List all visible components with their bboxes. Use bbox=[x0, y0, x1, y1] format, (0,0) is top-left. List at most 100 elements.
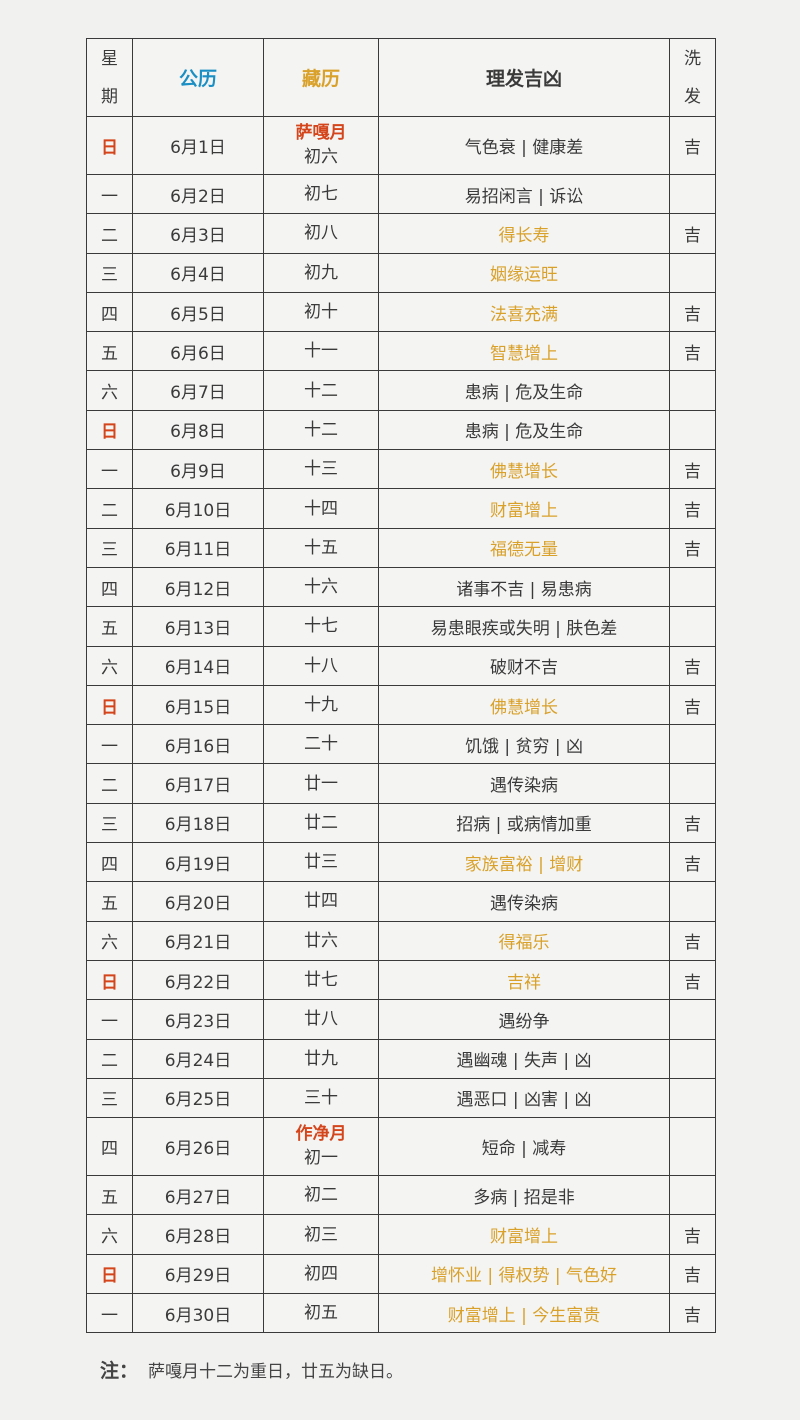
weekday-cell: 三 bbox=[86, 1077, 133, 1119]
date-cell: 6月11日 bbox=[132, 527, 264, 568]
wash-cell bbox=[669, 1038, 716, 1079]
haircut-omen-cell: 招病 | 或病情加重 bbox=[378, 802, 670, 844]
wash-cell: 吉 bbox=[669, 645, 716, 686]
weekday-cell: 一 bbox=[86, 449, 133, 490]
weekday-cell: 二 bbox=[86, 1038, 133, 1079]
wash-cell: 吉 bbox=[669, 449, 716, 490]
weekday-cell: 四 bbox=[86, 842, 133, 883]
weekday-cell: 二 bbox=[86, 488, 133, 529]
tibetan-date-cell: 三十 bbox=[263, 1077, 379, 1119]
date-cell: 6月6日 bbox=[132, 331, 264, 372]
weekday-cell: 六 bbox=[86, 645, 133, 686]
tibetan-day: 初九 bbox=[304, 262, 338, 283]
wash-cell: 吉 bbox=[669, 959, 716, 1001]
date-cell: 6月25日 bbox=[132, 1077, 264, 1119]
haircut-omen-cell: 破财不吉 bbox=[378, 645, 670, 686]
tibetan-day: 初七 bbox=[304, 184, 338, 205]
tibetan-day: 初六 bbox=[304, 146, 338, 167]
table-row: 一 6月23日 廿八 遇纷争 bbox=[86, 999, 716, 1040]
date-cell: 6月30日 bbox=[132, 1293, 264, 1334]
haircut-omen-cell: 患病 | 危及生命 bbox=[378, 409, 670, 451]
tibetan-date-cell: 初三 bbox=[263, 1214, 379, 1255]
header-haircut: 理发吉凶 bbox=[378, 38, 670, 117]
tibetan-day: 廿九 bbox=[304, 1048, 338, 1069]
haircut-calendar-table: 星期 公历 藏历 理发吉凶 洗发 日 6月1日 萨嘎月 初六 气色衰 | 健康差吉一 6月… bbox=[86, 38, 716, 1334]
haircut-omen-cell: 遇传染病 bbox=[378, 763, 670, 804]
wash-cell: 吉 bbox=[669, 684, 716, 726]
table-row: 四 6月19日 廿三 家族富裕 | 增财吉 bbox=[86, 842, 716, 883]
table-row: 五 6月6日 十一 智慧增上吉 bbox=[86, 331, 716, 372]
wash-cell: 吉 bbox=[669, 920, 716, 961]
wash-cell: 吉 bbox=[669, 1253, 716, 1295]
weekday-cell: 日 bbox=[86, 116, 133, 175]
tibetan-date-cell: 初四 bbox=[263, 1253, 379, 1295]
tibetan-day: 十八 bbox=[304, 655, 338, 676]
table-row: 五 6月27日 初二 多病 | 招是非 bbox=[86, 1175, 716, 1216]
wash-cell: 吉 bbox=[669, 842, 716, 883]
weekday-cell: 一 bbox=[86, 999, 133, 1040]
date-cell: 6月23日 bbox=[132, 999, 264, 1040]
haircut-omen-cell: 吉祥 bbox=[378, 959, 670, 1001]
date-cell: 6月21日 bbox=[132, 920, 264, 961]
tibetan-date-cell: 廿一 bbox=[263, 763, 379, 804]
date-cell: 6月27日 bbox=[132, 1175, 264, 1216]
haircut-omen-cell: 诸事不吉 | 易患病 bbox=[378, 566, 670, 608]
haircut-omen-cell: 遇纷争 bbox=[378, 999, 670, 1040]
tibetan-date-cell: 十二 bbox=[263, 409, 379, 451]
wash-cell: 吉 bbox=[669, 1214, 716, 1255]
wash-cell: 吉 bbox=[669, 527, 716, 568]
wash-cell: 吉 bbox=[669, 1293, 716, 1334]
wash-cell bbox=[669, 173, 716, 215]
wash-cell bbox=[669, 763, 716, 804]
tibetan-date-cell: 十七 bbox=[263, 606, 379, 647]
tibetan-date-cell: 廿七 bbox=[263, 959, 379, 1001]
wash-cell bbox=[669, 566, 716, 608]
weekday-cell: 六 bbox=[86, 920, 133, 961]
tibetan-day: 十二 bbox=[304, 419, 338, 440]
wash-cell bbox=[669, 881, 716, 922]
wash-cell: 吉 bbox=[669, 291, 716, 333]
wash-cell: 吉 bbox=[669, 488, 716, 529]
tibetan-day: 初五 bbox=[304, 1303, 338, 1324]
header-tibetan: 藏历 bbox=[263, 38, 379, 117]
table-row: 日 6月29日 初四 增怀业 | 得权势 | 气色好吉 bbox=[86, 1253, 716, 1295]
date-cell: 6月10日 bbox=[132, 488, 264, 529]
wash-cell bbox=[669, 724, 716, 765]
tibetan-month-label: 作净月 bbox=[295, 1123, 347, 1144]
table-row: 二 6月10日 十四 财富增上吉 bbox=[86, 488, 716, 529]
weekday-cell: 五 bbox=[86, 606, 133, 647]
weekday-cell: 日 bbox=[86, 1253, 133, 1295]
table-row: 六 6月14日 十八 破财不吉吉 bbox=[86, 645, 716, 686]
weekday-cell: 五 bbox=[86, 1175, 133, 1216]
weekday-cell: 六 bbox=[86, 370, 133, 411]
date-cell: 6月17日 bbox=[132, 763, 264, 804]
footnote-label: 注： bbox=[100, 1360, 139, 1382]
table-row: 五 6月13日 十七 易患眼疾或失明 | 肤色差 bbox=[86, 606, 716, 647]
haircut-omen-cell: 财富增上 | 今生富贵 bbox=[378, 1293, 670, 1334]
table-row: 二 6月3日 初八 得长寿吉 bbox=[86, 213, 716, 254]
weekday-cell: 二 bbox=[86, 213, 133, 254]
weekday-cell: 日 bbox=[86, 684, 133, 726]
tibetan-day: 十四 bbox=[304, 498, 338, 519]
wash-cell bbox=[669, 1175, 716, 1216]
table-row: 二 6月17日 廿一 遇传染病 bbox=[86, 763, 716, 804]
tibetan-date-cell: 廿六 bbox=[263, 920, 379, 961]
haircut-omen-cell: 遇幽魂 | 失声 | 凶 bbox=[378, 1038, 670, 1079]
weekday-cell: 六 bbox=[86, 1214, 133, 1255]
wash-cell bbox=[669, 409, 716, 451]
table-row: 五 6月20日 廿四 遇传染病 bbox=[86, 881, 716, 922]
date-cell: 6月20日 bbox=[132, 881, 264, 922]
haircut-omen-cell: 家族富裕 | 增财 bbox=[378, 842, 670, 883]
haircut-omen-cell: 佛慧增长 bbox=[378, 684, 670, 726]
table-row: 日 6月22日 廿七 吉祥吉 bbox=[86, 959, 716, 1001]
tibetan-date-cell: 十四 bbox=[263, 488, 379, 529]
tibetan-date-cell: 初九 bbox=[263, 252, 379, 293]
tibetan-day: 初十 bbox=[304, 302, 338, 323]
date-cell: 6月9日 bbox=[132, 449, 264, 490]
tibetan-date-cell: 廿九 bbox=[263, 1038, 379, 1079]
tibetan-day: 廿四 bbox=[304, 891, 338, 912]
table-row: 一 6月9日 十三 佛慧增长吉 bbox=[86, 449, 716, 490]
tibetan-date-cell: 二十 bbox=[263, 724, 379, 765]
tibetan-date-cell: 作净月 初一 bbox=[263, 1117, 379, 1177]
tibetan-day: 初三 bbox=[304, 1224, 338, 1245]
